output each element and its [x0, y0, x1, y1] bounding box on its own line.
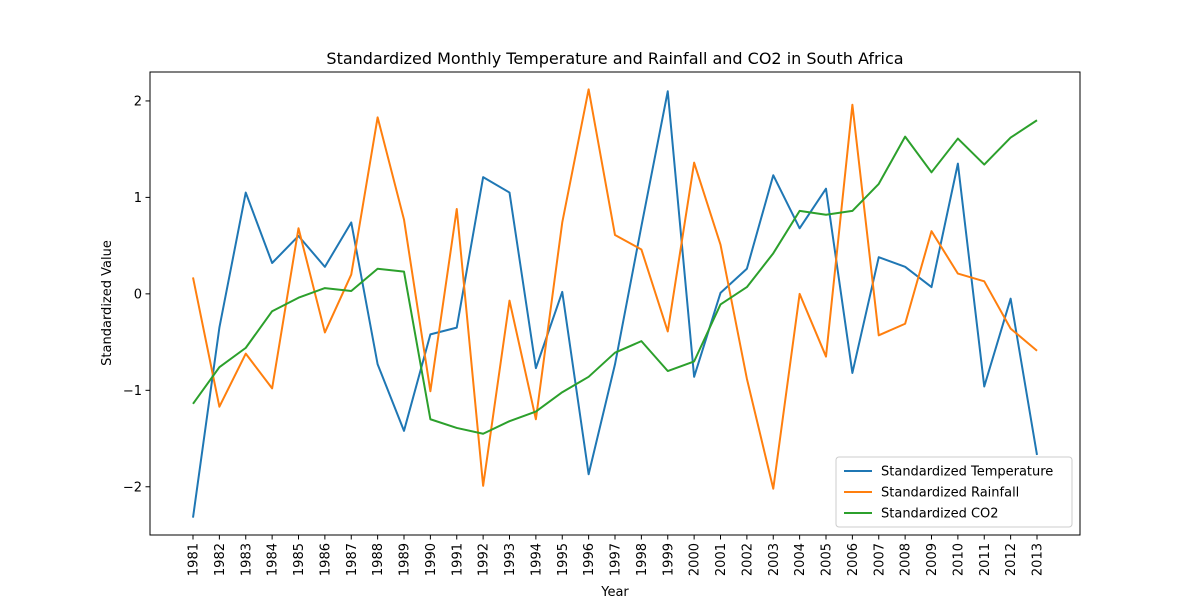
x-tick-label: 1984: [266, 543, 281, 576]
series-line-3: [192, 119, 1038, 435]
x-tick-label: 2013: [1031, 543, 1046, 576]
x-tick-label: 1994: [529, 543, 544, 576]
x-tick-label: 2009: [925, 543, 940, 576]
x-tick-label: 2011: [978, 543, 993, 576]
x-tick-label: 1996: [582, 543, 597, 576]
x-tick-label: 2001: [714, 543, 729, 576]
series-line-2: [192, 88, 1038, 490]
x-tick-label: 2008: [899, 543, 914, 576]
y-tick-label: 0: [134, 287, 142, 302]
x-tick-label: 1985: [292, 543, 307, 576]
x-tick-label: 1998: [635, 543, 650, 576]
x-tick-label: 1991: [450, 543, 465, 576]
y-axis-title: Standardized Value: [100, 240, 115, 366]
x-tick-label: 1986: [318, 543, 333, 576]
x-tick-label: 2003: [767, 543, 782, 576]
x-tick-label: 2000: [688, 543, 703, 576]
x-tick-label: 1981: [187, 543, 202, 576]
x-tick-label: 1988: [371, 543, 386, 576]
x-tick-label: 2007: [872, 543, 887, 576]
x-tick-label: 2004: [793, 543, 808, 576]
x-tick-label: 2002: [740, 543, 755, 576]
y-tick-label: −1: [123, 384, 142, 399]
chart-title: Standardized Monthly Temperature and Rai…: [326, 49, 903, 68]
series-line-1: [192, 90, 1038, 518]
x-tick-label: 1983: [239, 543, 254, 576]
legend-label-3: Standardized CO2: [881, 507, 999, 522]
x-tick-label: 1982: [213, 543, 228, 576]
x-tick-label: 1999: [661, 543, 676, 576]
y-tick-label: 1: [134, 191, 142, 206]
legend: Standardized Temperature Standardized Rai…: [835, 456, 1073, 528]
x-tick-label: 1995: [556, 543, 571, 576]
x-tick-label: 1997: [609, 543, 624, 576]
y-tick-label: 2: [134, 94, 142, 109]
x-tick-label: 2006: [846, 543, 861, 576]
axes-layer: −2 −1 0 1 2 1981 1982 1983 1984 1985 1986 1987 1988 1…: [123, 71, 1081, 576]
x-tick-label: 2012: [1004, 543, 1019, 576]
x-tick-label: 2005: [820, 543, 835, 576]
legend-box: [835, 456, 1073, 528]
y-tick-label: −2: [123, 480, 142, 495]
series-layer: [192, 88, 1038, 518]
x-tick-label: 1990: [424, 543, 439, 576]
x-tick-label: 2010: [951, 543, 966, 576]
x-tick-label: 1992: [477, 543, 492, 576]
x-tick-label: 1987: [345, 543, 360, 576]
legend-label-2: Standardized Rainfall: [881, 486, 1019, 501]
legend-label-1: Standardized Temperature: [881, 465, 1053, 480]
x-axis-title: Year: [600, 585, 629, 600]
x-tick-label: 1993: [503, 543, 518, 576]
x-tick-label: 1989: [398, 543, 413, 576]
